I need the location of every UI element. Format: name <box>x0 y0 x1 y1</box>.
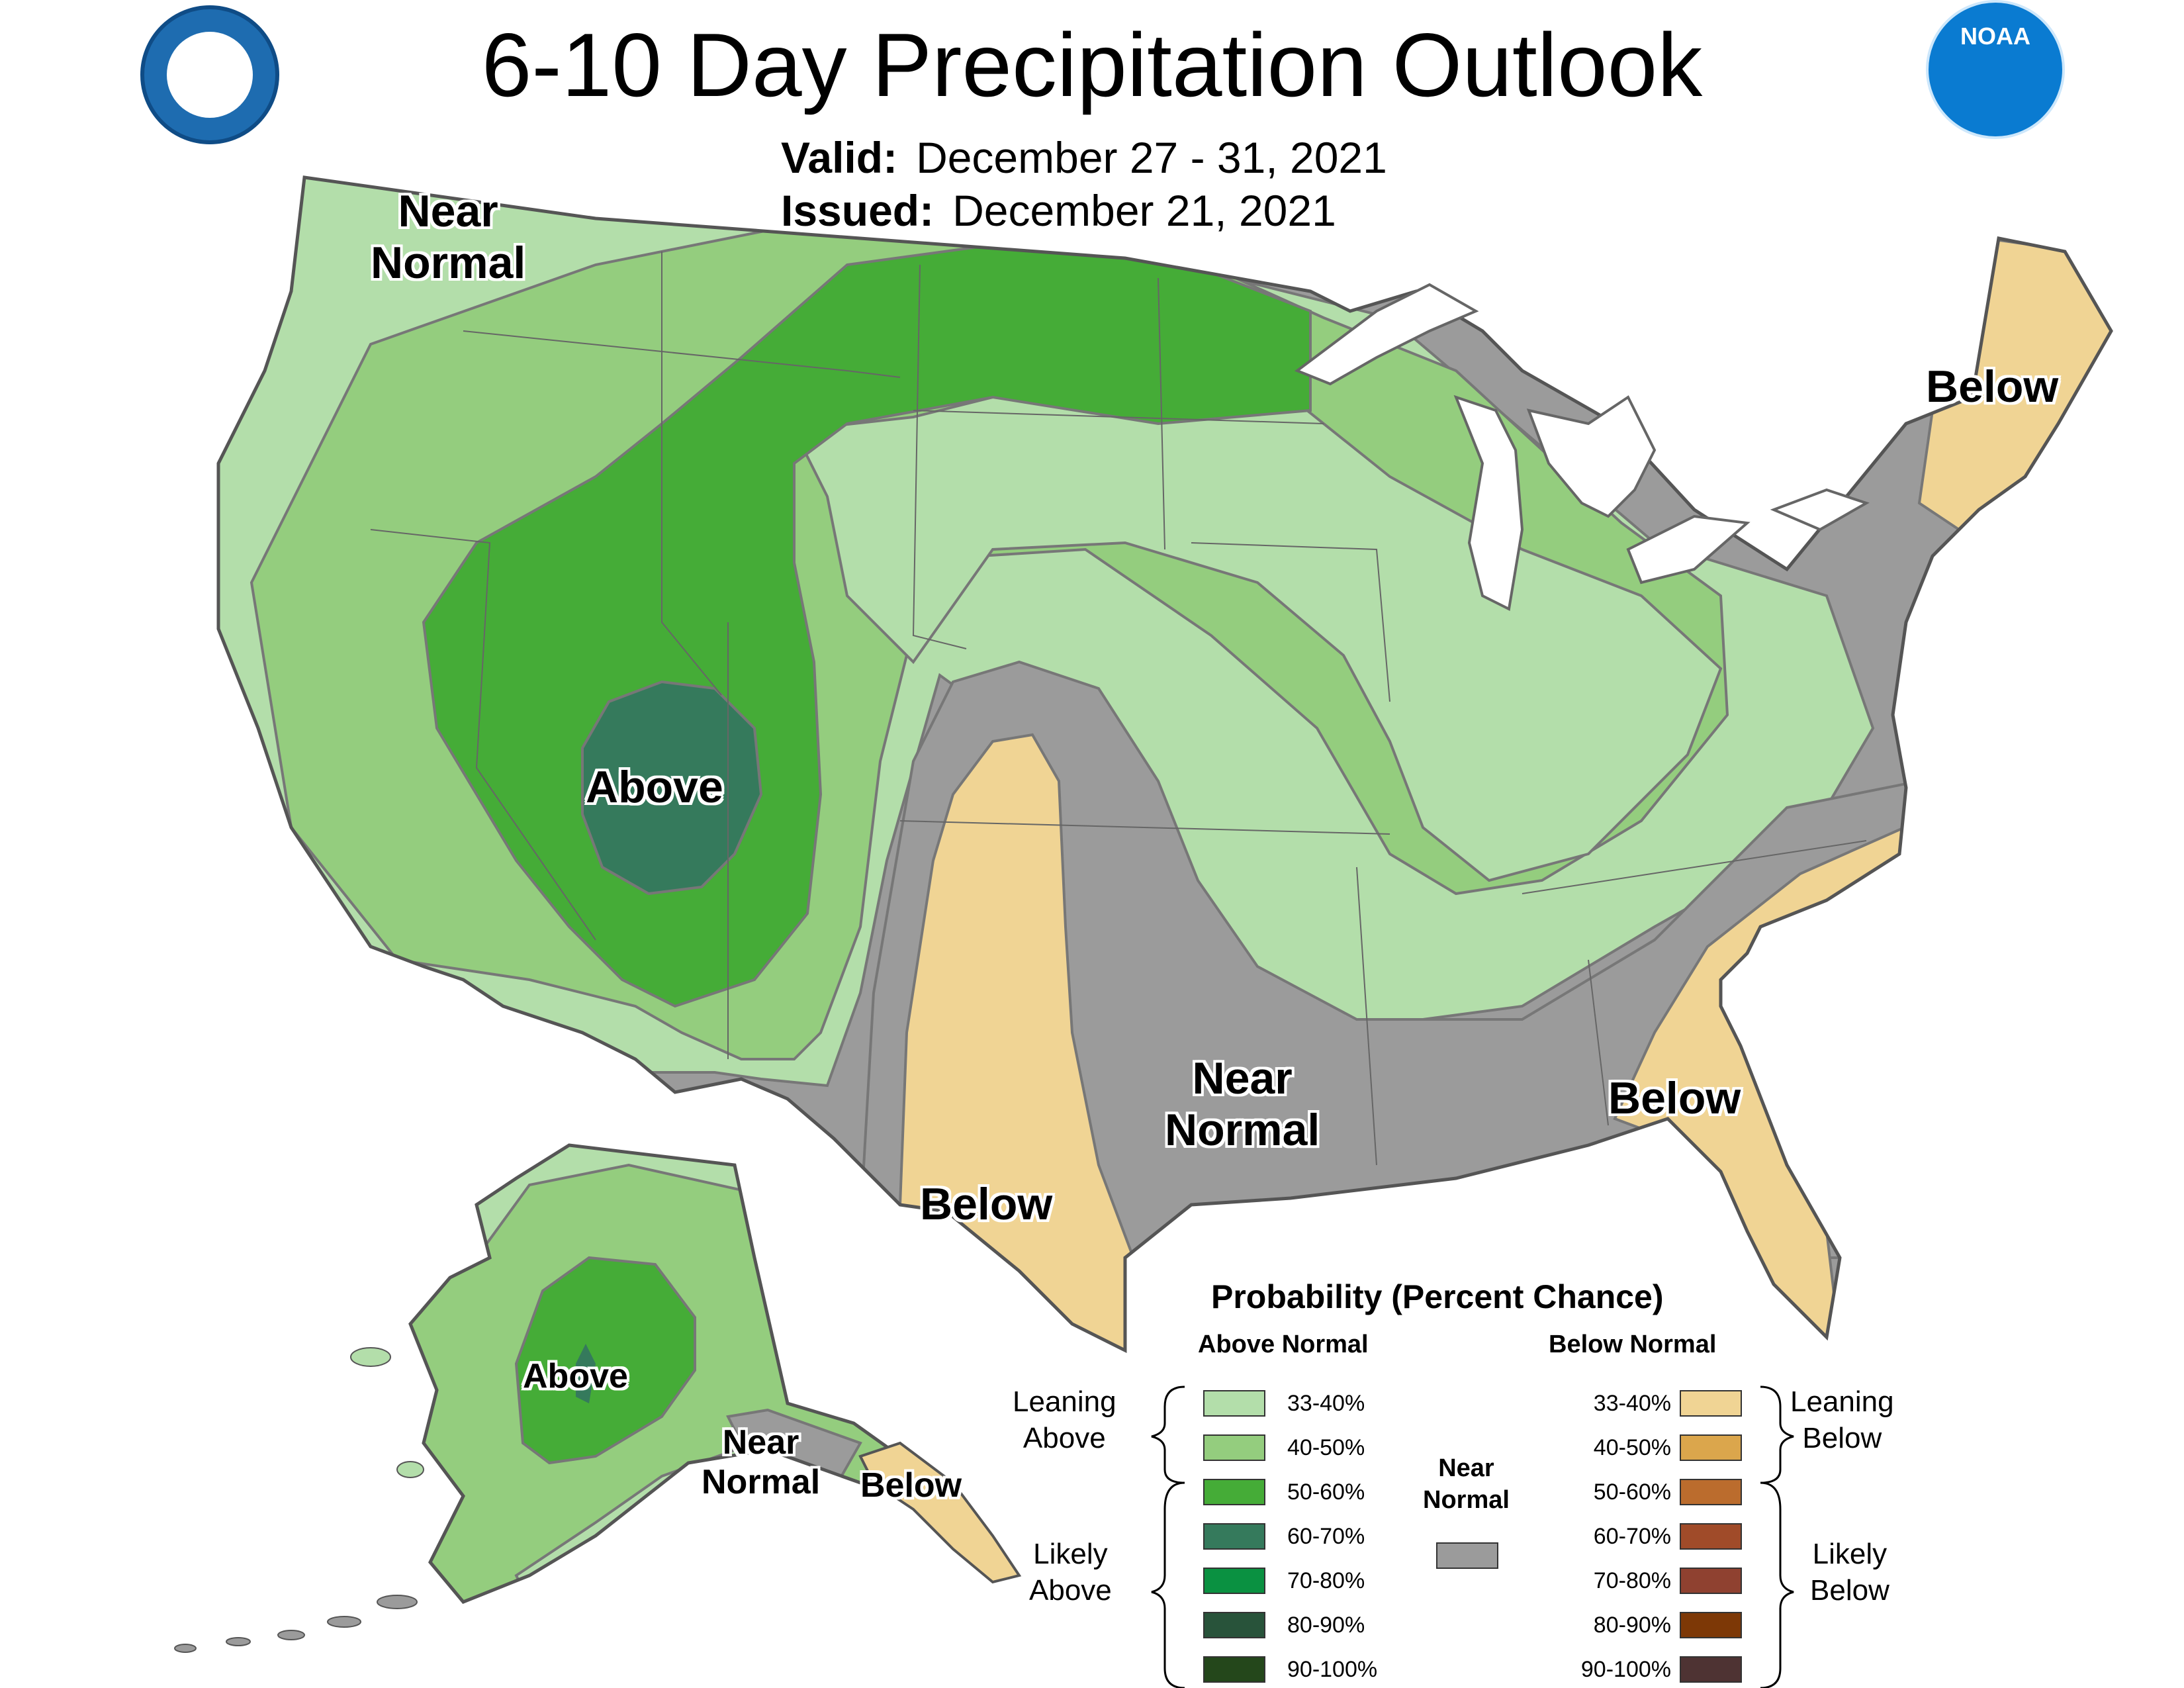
label-line: Near <box>398 186 498 236</box>
legend-below-swatch <box>1680 1568 1742 1594</box>
legend-above-swatch <box>1203 1523 1265 1550</box>
legend-below-swatch <box>1680 1523 1742 1550</box>
legend-group-line: Below <box>1802 1422 1882 1454</box>
legend-leaning-above: Leaning Above <box>1013 1383 1116 1456</box>
legend-below-range: 80-90% <box>1593 1613 1671 1638</box>
zone-likely-above-core <box>581 680 763 896</box>
legend-above-swatch <box>1203 1434 1265 1461</box>
issued-value: December 21, 2021 <box>952 186 1336 235</box>
legend-above-swatch <box>1203 1390 1265 1417</box>
legend-above-range: 70-80% <box>1287 1568 1365 1593</box>
legend-group-line: Above <box>1023 1422 1106 1454</box>
legend-above-swatch <box>1203 1479 1265 1505</box>
label-line: Normal <box>1165 1105 1320 1156</box>
alaska-outline <box>408 1143 903 1604</box>
legend-group-line: Normal <box>1423 1485 1510 1514</box>
label-line: Near <box>1192 1053 1293 1103</box>
label-south-near-normal: Near Normal <box>1165 1053 1320 1156</box>
state-lines <box>370 252 1867 1166</box>
legend-title: Probability (Percent Chance) <box>1211 1278 1664 1315</box>
legend-above-range: 33-40% <box>1287 1391 1365 1416</box>
valid-label: Valid: <box>781 133 898 182</box>
legend-below-swatch <box>1680 1479 1742 1505</box>
legend-below-swatch <box>1680 1434 1742 1461</box>
label-west-above: Above <box>586 762 723 812</box>
legend-likely-above: Likely Above <box>1029 1536 1112 1609</box>
legend-above-range: 90-100% <box>1287 1657 1378 1682</box>
legend-group-line: Leaning <box>1790 1385 1894 1418</box>
legend-leaning-below: Leaning Below <box>1790 1383 1894 1456</box>
legend-group-line: Leaning <box>1013 1385 1116 1418</box>
label-line: Normal <box>371 238 526 289</box>
legend-above-header: Above Normal <box>1198 1331 1369 1358</box>
legend-below-range: 33-40% <box>1593 1391 1671 1416</box>
legend-below-range: 90-100% <box>1580 1657 1671 1682</box>
legend-likely-below: Likely Below <box>1810 1536 1889 1609</box>
legend-below-range: 50-60% <box>1593 1479 1671 1505</box>
legend-group-line: Near <box>1438 1454 1494 1482</box>
conus-outline <box>216 175 2113 1354</box>
legend-below-header: Below Normal <box>1549 1331 1717 1358</box>
legend-above-swatch <box>1203 1568 1265 1594</box>
ak-likely-above <box>514 1256 696 1465</box>
legend-below-swatch <box>1680 1612 1742 1638</box>
legend-group-line: Likely <box>1812 1538 1888 1570</box>
legend-above-range: 50-60% <box>1287 1479 1365 1505</box>
legend-near-normal-label: Near Normal <box>1423 1453 1510 1516</box>
issued-label: Issued: <box>781 186 934 235</box>
label-tx-below: Below <box>920 1179 1053 1229</box>
legend-group-line: Likely <box>1033 1538 1108 1570</box>
legend-below-swatch <box>1680 1390 1742 1417</box>
label-line: Normal <box>702 1462 821 1501</box>
noaa-logo-text: NOAA <box>1960 23 2030 50</box>
legend-below-range: 60-70% <box>1593 1524 1671 1549</box>
label-ak-below: Below <box>860 1466 962 1505</box>
page-title: 6-10 Day Precipitation Outlook <box>481 15 1703 115</box>
label-line: Near <box>722 1423 799 1462</box>
valid-dates: Valid: December 27 - 31, 2021 <box>781 132 1387 183</box>
issued-date: Issued: December 21, 2021 <box>781 185 1336 236</box>
ak-panhandle-below <box>858 1441 1022 1584</box>
label-nw-near-normal: Near Normal <box>371 185 525 289</box>
commerce-seal-logo <box>140 5 279 144</box>
legend-group-line: Above <box>1029 1574 1112 1607</box>
label-ak-near-normal: Near Normal <box>702 1423 820 1503</box>
legend-above-swatch <box>1203 1612 1265 1638</box>
legend-above-range: 60-70% <box>1287 1524 1365 1549</box>
aleutian-islands <box>174 1347 424 1653</box>
label-ak-above: Above <box>523 1357 628 1395</box>
legend-above-range: 40-50% <box>1287 1435 1365 1460</box>
legend-below-range: 40-50% <box>1593 1435 1671 1460</box>
legend-near-normal-swatch <box>1436 1542 1498 1569</box>
legend-below-swatch <box>1680 1656 1742 1683</box>
legend-above-swatch <box>1203 1656 1265 1683</box>
legend-above-range: 80-90% <box>1287 1613 1365 1638</box>
legend-below-range: 70-80% <box>1593 1568 1671 1593</box>
valid-value: December 27 - 31, 2021 <box>916 133 1387 182</box>
noaa-logo: NOAA <box>1926 0 2065 139</box>
legend-group-line: Below <box>1810 1574 1889 1607</box>
great-lakes <box>1294 283 1870 611</box>
label-se-below: Below <box>1608 1073 1741 1123</box>
label-ne-below: Below <box>1926 361 2059 412</box>
